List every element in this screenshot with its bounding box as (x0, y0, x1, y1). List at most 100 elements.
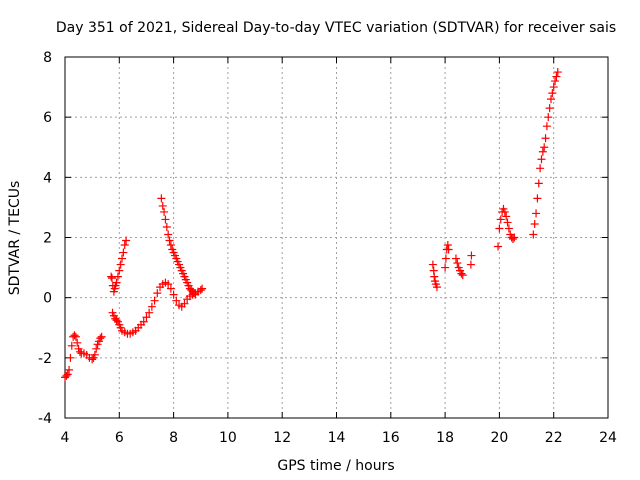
x-tick-label: 24 (599, 430, 617, 446)
data-point (549, 83, 558, 92)
data-point (495, 224, 504, 233)
data-point (63, 370, 72, 379)
data-point (552, 72, 561, 81)
y-tick-label: 2 (43, 231, 52, 247)
data-point (157, 194, 166, 203)
data-point (112, 316, 121, 325)
data-point (92, 344, 101, 353)
data-point (142, 313, 151, 322)
data-point (113, 272, 122, 281)
data-point (466, 260, 475, 269)
data-point (542, 122, 551, 131)
data-point (536, 164, 545, 173)
data-points (61, 68, 562, 382)
x-tick-label: 14 (328, 430, 346, 446)
data-point (62, 371, 71, 380)
data-point (441, 254, 450, 263)
y-tick-label: 4 (43, 170, 52, 186)
y-tick-label: 8 (43, 50, 52, 66)
data-point (189, 289, 198, 298)
data-point (153, 289, 162, 298)
data-point (191, 290, 200, 299)
data-point (145, 308, 154, 317)
x-tick-label: 22 (545, 430, 563, 446)
data-point (71, 332, 80, 341)
y-tick-label: -2 (38, 351, 52, 367)
data-point (165, 236, 174, 245)
data-point (538, 147, 547, 156)
data-point (432, 283, 441, 292)
data-point (496, 215, 505, 224)
data-point (88, 355, 97, 364)
data-point (198, 284, 207, 293)
x-axis-title: GPS time / hours (277, 458, 394, 474)
data-point (545, 104, 554, 113)
data-point (118, 254, 127, 263)
data-point (548, 89, 557, 98)
data-point (546, 95, 555, 104)
data-point (112, 278, 121, 287)
data-point (166, 241, 175, 250)
data-point (430, 272, 439, 281)
data-point (453, 259, 462, 268)
chart-title: Day 351 of 2021, Sidereal Day-to-day VTE… (56, 20, 616, 36)
data-point (70, 331, 79, 340)
data-point (166, 284, 175, 293)
data-point (150, 296, 159, 305)
data-point (160, 207, 169, 216)
data-point (494, 242, 503, 251)
data-point (116, 260, 125, 269)
data-point (107, 274, 116, 283)
data-point (503, 218, 512, 227)
x-tick-label: 12 (273, 430, 291, 446)
grid-lines (65, 57, 608, 418)
data-point (66, 353, 75, 362)
data-point (541, 134, 550, 143)
data-point (107, 272, 116, 281)
data-point (500, 207, 509, 216)
data-point (158, 201, 167, 210)
x-tick-label: 18 (436, 430, 454, 446)
data-point (441, 263, 450, 272)
data-point (502, 212, 511, 221)
data-point (67, 341, 76, 350)
data-point (164, 230, 173, 239)
data-point (529, 230, 538, 239)
data-point (196, 286, 205, 295)
y-axis-title: SDTVAR / TECUs (7, 181, 23, 296)
data-point (162, 222, 171, 231)
data-point (540, 143, 549, 152)
axis-ticks (64, 56, 609, 419)
data-point (122, 236, 131, 245)
data-point (120, 241, 129, 250)
data-point (172, 296, 181, 305)
x-tick-label: 20 (490, 430, 508, 446)
data-point (551, 77, 560, 86)
y-tick-label: -4 (38, 411, 52, 427)
data-point (147, 302, 156, 311)
data-point (73, 338, 82, 347)
data-point (534, 179, 543, 188)
data-point (139, 317, 148, 326)
data-point (443, 241, 452, 250)
data-point (97, 332, 106, 341)
data-point (504, 224, 513, 233)
data-point (457, 269, 466, 278)
data-point (553, 68, 562, 77)
x-tick-label: 4 (61, 430, 70, 446)
data-point (530, 219, 539, 228)
data-point (532, 209, 541, 218)
data-point (161, 215, 170, 224)
data-point (458, 271, 467, 280)
data-point (119, 248, 128, 257)
data-point (180, 299, 189, 308)
data-point (467, 251, 476, 260)
data-point (75, 347, 84, 356)
x-tick-label: 16 (382, 430, 400, 446)
y-tick-label: 6 (43, 110, 52, 126)
x-tick-label: 10 (219, 430, 237, 446)
data-point (444, 245, 453, 254)
